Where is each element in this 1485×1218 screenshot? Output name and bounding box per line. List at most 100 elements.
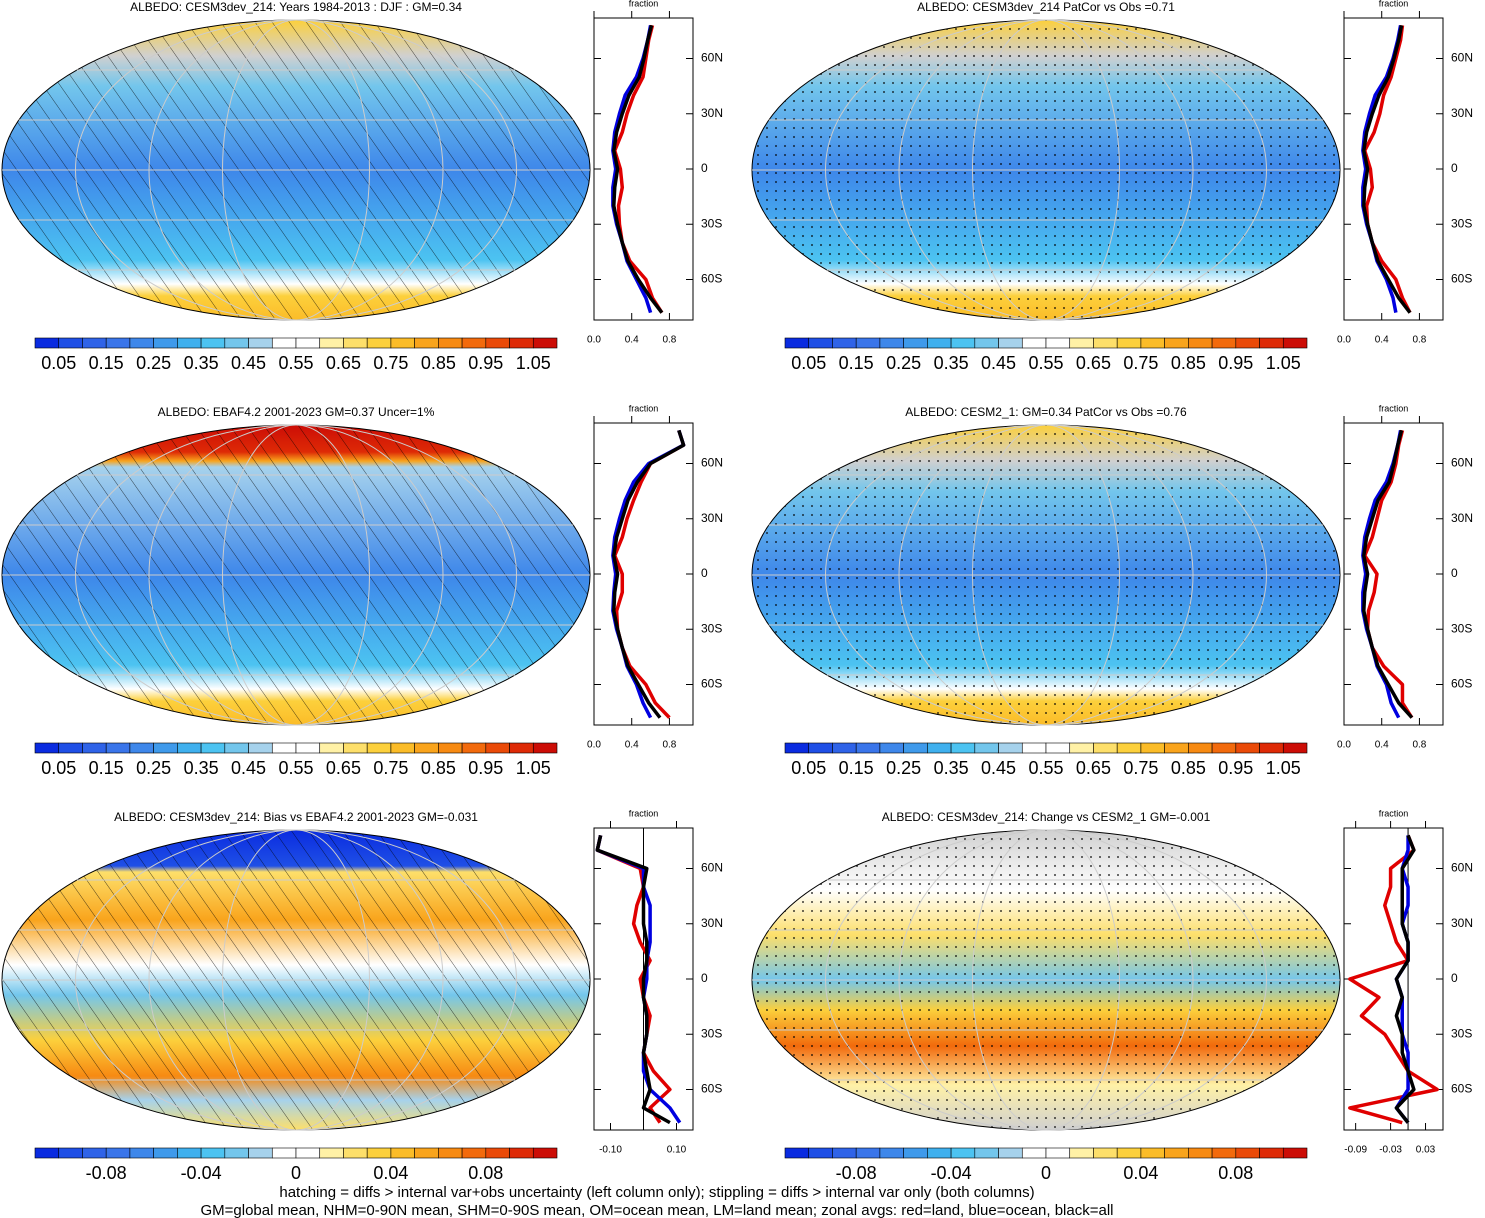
colorbar-box bbox=[1093, 742, 1118, 754]
colorbar-box bbox=[224, 742, 249, 754]
y-tick-label: 0 bbox=[1451, 161, 1458, 175]
colorbar-label: 0.75 bbox=[1123, 353, 1158, 373]
y-tick-label: 0 bbox=[701, 971, 708, 985]
colorbar-box bbox=[82, 337, 107, 349]
colorbar-box bbox=[1164, 337, 1189, 349]
x-tick-label: 0.0 bbox=[1337, 335, 1351, 346]
y-tick-label: 30S bbox=[1451, 621, 1472, 635]
profile-axis-label: fraction bbox=[1379, 403, 1409, 413]
colorbar-box bbox=[1282, 337, 1308, 349]
y-tick-label: 0 bbox=[701, 161, 708, 175]
colorbar-box bbox=[343, 337, 368, 349]
colorbar-box bbox=[1069, 1147, 1094, 1159]
x-tick-label: 0.8 bbox=[1412, 335, 1426, 346]
panel-title: ALBEDO: CESM2_1: GM=0.34 PatCor vs Obs =… bbox=[905, 405, 1187, 419]
colorbar-box bbox=[832, 742, 857, 754]
colorbar-box bbox=[366, 337, 392, 349]
colorbar-label: 0.55 bbox=[278, 353, 313, 373]
colorbar-box bbox=[532, 742, 558, 754]
panel-title: ALBEDO: CESM3dev_214 PatCor vs Obs =0.71 bbox=[917, 0, 1175, 14]
x-tick-label: 0.8 bbox=[662, 335, 676, 346]
colorbar-label: 0.35 bbox=[184, 353, 219, 373]
colorbar-label: 0 bbox=[1041, 1163, 1051, 1183]
colorbar-label: 0.45 bbox=[231, 758, 266, 778]
colorbar-box bbox=[414, 337, 439, 349]
colorbar-label: 0.55 bbox=[1028, 353, 1063, 373]
colorbar-label: 1.05 bbox=[1266, 353, 1301, 373]
colorbar-box bbox=[1211, 337, 1237, 349]
colorbar-label: 0.35 bbox=[934, 353, 969, 373]
colorbar-label: 0.65 bbox=[326, 353, 361, 373]
zonal-mean-line bbox=[612, 429, 686, 719]
colorbar-box bbox=[879, 1147, 904, 1159]
colorbar-box bbox=[1235, 1147, 1260, 1159]
colorbar-box bbox=[390, 742, 415, 754]
colorbar-box bbox=[509, 1147, 534, 1159]
colorbar-box bbox=[390, 1147, 415, 1159]
colorbar-box bbox=[903, 1147, 928, 1159]
colorbar-box bbox=[295, 337, 321, 349]
colorbar-box bbox=[366, 742, 392, 754]
y-tick-label: 60S bbox=[701, 1082, 722, 1096]
colorbar-box bbox=[998, 742, 1023, 754]
colorbar-label: 0.25 bbox=[136, 758, 171, 778]
y-tick-label: 60S bbox=[701, 272, 722, 286]
colorbar-box bbox=[855, 337, 881, 349]
colorbar-box bbox=[950, 1147, 976, 1159]
y-tick-label: 0 bbox=[701, 566, 708, 580]
colorbar-box bbox=[1211, 742, 1237, 754]
colorbar-box bbox=[1021, 742, 1047, 754]
y-tick-label: 30N bbox=[701, 511, 723, 525]
colorbar-box bbox=[1021, 1147, 1047, 1159]
y-tick-label: 60N bbox=[701, 51, 723, 65]
panel-title: ALBEDO: EBAF4.2 2001-2023 GM=0.37 Uncer=… bbox=[158, 405, 435, 419]
colorbar-label: 0.05 bbox=[791, 758, 826, 778]
x-tick-label: 0.0 bbox=[587, 335, 601, 346]
colorbar-box bbox=[1069, 742, 1094, 754]
colorbar-box bbox=[1188, 337, 1213, 349]
colorbar-box bbox=[319, 1147, 344, 1159]
zonal-mean-line bbox=[612, 24, 664, 314]
colorbar-box bbox=[1093, 337, 1118, 349]
colorbar-label: 1.05 bbox=[516, 758, 551, 778]
colorbar-label: 1.05 bbox=[516, 353, 551, 373]
colorbar-box bbox=[532, 337, 558, 349]
colorbar-box bbox=[509, 337, 534, 349]
colorbar-box bbox=[485, 742, 510, 754]
colorbar-label: 0.35 bbox=[184, 758, 219, 778]
colorbar-box bbox=[784, 337, 810, 349]
x-tick-label: 0.0 bbox=[1337, 740, 1351, 751]
colorbar-box bbox=[1259, 742, 1284, 754]
colorbar-box bbox=[34, 1147, 60, 1159]
panel-title: ALBEDO: CESM3dev_214: Change vs CESM2_1 … bbox=[882, 810, 1211, 824]
colorbar-label: 0.75 bbox=[1123, 758, 1158, 778]
colorbar-box bbox=[295, 742, 321, 754]
colorbar-box bbox=[1164, 1147, 1189, 1159]
colorbar-box bbox=[485, 337, 510, 349]
colorbar-box bbox=[319, 742, 344, 754]
y-tick-label: 30N bbox=[701, 106, 723, 120]
x-tick-label: 0.8 bbox=[662, 740, 676, 751]
colorbar-box bbox=[1140, 337, 1165, 349]
colorbar-label: 1.05 bbox=[1266, 758, 1301, 778]
colorbar-box bbox=[271, 337, 297, 349]
colorbar-box bbox=[414, 742, 439, 754]
colorbar-box bbox=[248, 742, 273, 754]
profile-axis-label: fraction bbox=[629, 808, 659, 818]
x-tick-label: -0.10 bbox=[599, 1145, 622, 1156]
y-tick-label: 30N bbox=[1451, 511, 1473, 525]
y-tick-label: 60N bbox=[701, 456, 723, 470]
colorbar-box bbox=[105, 1147, 131, 1159]
colorbar-label: 0.15 bbox=[839, 353, 874, 373]
colorbar-box bbox=[974, 742, 999, 754]
colorbar-box bbox=[1282, 1147, 1308, 1159]
colorbar-box bbox=[58, 337, 83, 349]
colorbar-label: 0.95 bbox=[468, 353, 503, 373]
colorbar-box bbox=[461, 1147, 487, 1159]
colorbar-label: 0.65 bbox=[326, 758, 361, 778]
colorbar-box bbox=[808, 742, 833, 754]
profile-axis-label: fraction bbox=[1379, 808, 1409, 818]
colorbar-label: 0.45 bbox=[231, 353, 266, 373]
